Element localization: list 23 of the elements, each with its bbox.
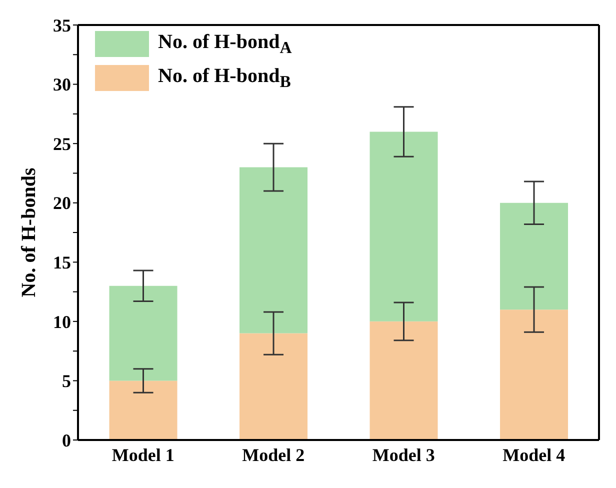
x-tick-label: Model 3 <box>372 444 435 465</box>
bar <box>109 286 178 381</box>
bar <box>240 167 308 334</box>
x-tick-label: Model 2 <box>242 444 305 465</box>
legend-label: No. of H-bond$_{B}$ <box>158 64 291 92</box>
y-axis-title: No. of H-bonds <box>18 168 40 298</box>
bar <box>370 132 438 322</box>
y-tick-label: 10 <box>53 312 71 332</box>
y-tick-label: 15 <box>53 252 71 273</box>
y-tick-label: 25 <box>53 134 71 154</box>
y-tick-label: 0 <box>62 430 71 450</box>
bar <box>370 321 438 440</box>
bar <box>500 202 568 310</box>
bar <box>500 310 568 440</box>
y-tick-label: 30 <box>53 74 71 95</box>
x-tick-label: Model 4 <box>502 444 566 465</box>
bar <box>240 333 308 440</box>
y-tick-label: 5 <box>62 371 71 392</box>
x-tick-label: Model 1 <box>112 444 174 465</box>
y-tick-label: 20 <box>53 193 71 214</box>
y-tick-label: 35 <box>53 15 71 36</box>
bar <box>109 380 178 440</box>
legend-label: No. of H-bond$_{A}$ <box>158 30 292 58</box>
